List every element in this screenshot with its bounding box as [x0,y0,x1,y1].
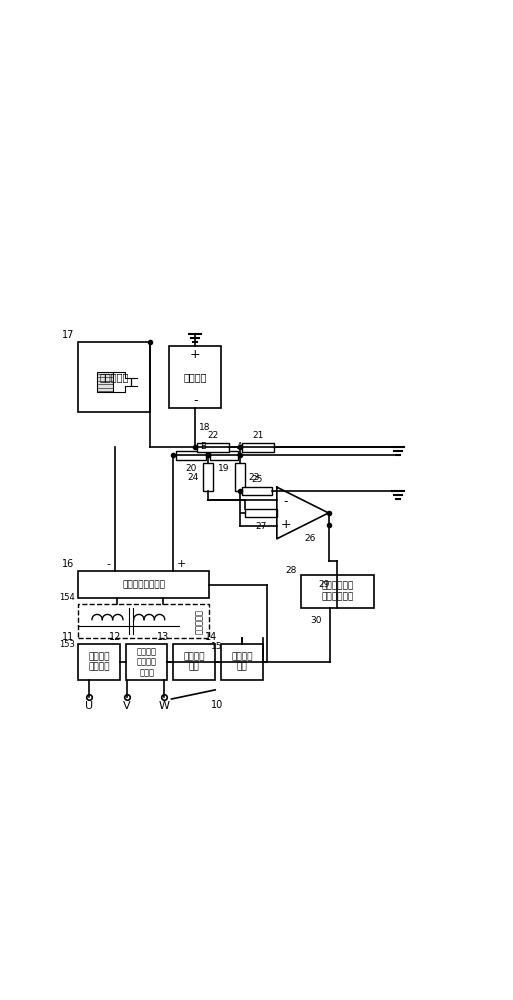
Bar [78,604,209,638]
Text: 15: 15 [211,642,223,651]
Text: -: - [107,559,111,569]
Bar [242,443,274,452]
Bar [203,463,213,491]
Text: 153: 153 [59,640,75,649]
Text: 27: 27 [255,522,267,531]
Text: 10: 10 [211,700,224,710]
Text: 12: 12 [109,632,122,642]
Text: -: - [193,394,198,407]
Text: U: U [85,701,93,711]
Text: A: A [237,442,243,451]
Text: 21: 21 [252,431,264,440]
Text: 19: 19 [219,464,230,473]
Text: 第二整流滤波电路: 第二整流滤波电路 [122,580,165,589]
Text: 25: 25 [251,475,263,484]
Text: 30: 30 [311,616,322,625]
Text: 工频整流
滤波电路: 工频整流 滤波电路 [88,652,110,672]
Bar [221,644,263,680]
Bar [198,443,229,452]
Text: 偏压变压器: 偏压变压器 [195,609,204,634]
Text: +: + [281,518,291,531]
Text: 高压电源: 高压电源 [184,372,207,382]
Text: W: W [159,701,170,711]
Text: 13: 13 [157,632,169,642]
Text: 154: 154 [59,593,75,602]
Text: 偏压采样闭环
反馈控制电路: 偏压采样闭环 反馈控制电路 [321,582,353,601]
Bar [210,451,238,460]
Bar [126,644,167,680]
Text: +: + [190,348,201,361]
Text: 23: 23 [248,473,260,482]
Text: 24: 24 [187,473,199,482]
Text: 第二逆变
电路: 第二逆变 电路 [184,652,205,672]
Text: 26: 26 [305,534,316,543]
Text: 11: 11 [62,632,74,642]
Text: +: + [176,559,186,569]
Bar [301,575,374,608]
Text: 29: 29 [318,580,329,589]
Text: 22: 22 [208,431,219,440]
Bar [78,644,120,680]
Bar [242,487,272,495]
Bar [78,571,209,598]
Text: 第一逆变
与整流滤
波电路: 第一逆变 与整流滤 波电路 [136,647,156,677]
Bar [176,451,206,460]
Text: B: B [200,442,206,451]
Bar [245,509,277,517]
Text: 谐振变换
电路: 谐振变换 电路 [231,652,253,672]
Bar [97,372,113,392]
Text: V: V [123,701,130,711]
Bar [173,644,215,680]
Text: 17: 17 [62,330,74,340]
Bar [78,342,150,412]
Text: 16: 16 [62,559,74,569]
Text: 18: 18 [199,423,211,432]
Text: 28: 28 [285,566,297,575]
Text: 电子枪栅极: 电子枪栅极 [99,372,129,382]
Text: 20: 20 [186,464,197,473]
Bar [169,346,221,408]
Bar [235,463,245,491]
Text: -: - [284,495,288,508]
Text: 14: 14 [205,632,217,642]
